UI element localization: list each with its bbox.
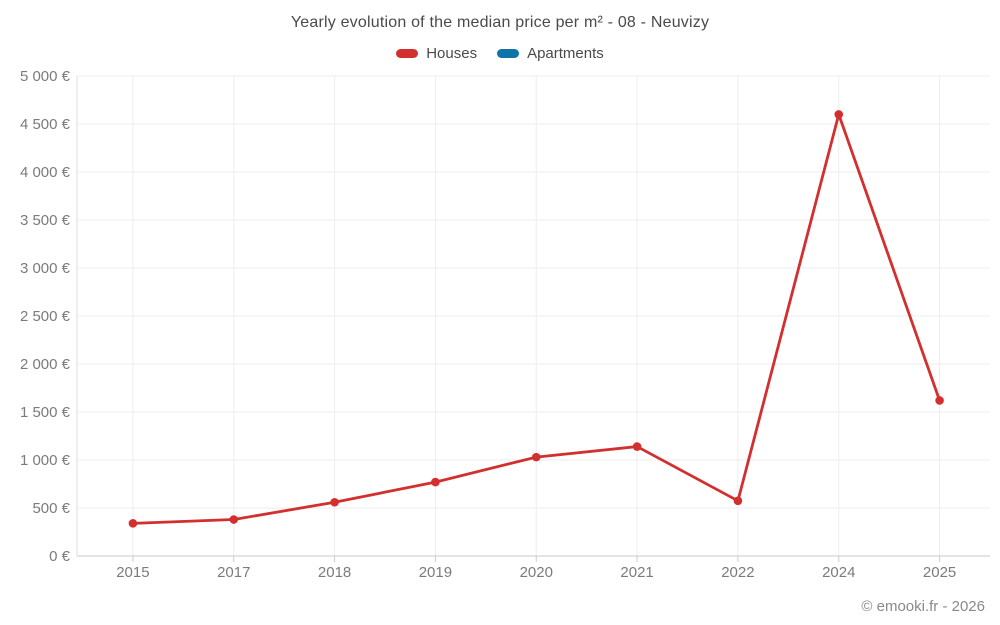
legend: Houses Apartments bbox=[0, 45, 1000, 62]
x-tick-label: 2025 bbox=[923, 564, 956, 581]
y-tick-label: 1 000 € bbox=[20, 452, 71, 469]
x-tick-label: 2020 bbox=[520, 564, 553, 581]
x-tick-label: 2024 bbox=[822, 564, 855, 581]
x-tick-label: 2019 bbox=[419, 564, 452, 581]
data-point-houses-2025[interactable] bbox=[935, 396, 944, 405]
x-tick-label: 2021 bbox=[620, 564, 653, 581]
data-point-houses-2020[interactable] bbox=[531, 452, 541, 462]
y-tick-label: 3 500 € bbox=[20, 212, 71, 229]
legend-swatch-houses bbox=[396, 49, 419, 58]
chart-title: Yearly evolution of the median price per… bbox=[290, 14, 710, 31]
y-tick-label: 5 000 € bbox=[20, 68, 71, 85]
legend-item-houses[interactable]: Houses bbox=[396, 45, 477, 62]
y-tick-label: 4 500 € bbox=[20, 116, 71, 133]
data-point-houses-2015[interactable] bbox=[128, 519, 138, 528]
legend-label: Houses bbox=[426, 45, 478, 62]
y-tick-label: 4 000 € bbox=[20, 164, 71, 181]
y-tick-label: 3 000 € bbox=[20, 260, 71, 277]
data-point-houses-2021[interactable] bbox=[632, 442, 642, 451]
copyright-footer: © emooki.fr - 2026 bbox=[861, 598, 985, 615]
x-tick-label: 2015 bbox=[116, 564, 149, 581]
x-tick-label: 2018 bbox=[318, 564, 351, 581]
y-tick-label: 2 000 € bbox=[20, 356, 71, 373]
data-point-houses-2018[interactable] bbox=[330, 497, 339, 507]
data-point-houses-2022[interactable] bbox=[733, 496, 743, 506]
legend-label: Apartments bbox=[527, 45, 604, 62]
y-tick-label: 0 € bbox=[49, 548, 71, 565]
y-tick-label: 2 500 € bbox=[20, 308, 71, 325]
y-tick-label: 500 € bbox=[32, 500, 70, 517]
legend-item-apartments[interactable]: Apartments bbox=[497, 45, 604, 62]
x-tick-label: 2017 bbox=[217, 564, 250, 581]
data-point-houses-2017[interactable] bbox=[229, 515, 239, 524]
legend-swatch-apartments bbox=[497, 49, 520, 58]
data-point-houses-2024[interactable] bbox=[834, 110, 844, 119]
y-tick-label: 1 500 € bbox=[20, 404, 71, 421]
x-tick-label: 2022 bbox=[721, 564, 754, 581]
data-point-houses-2019[interactable] bbox=[431, 477, 440, 487]
